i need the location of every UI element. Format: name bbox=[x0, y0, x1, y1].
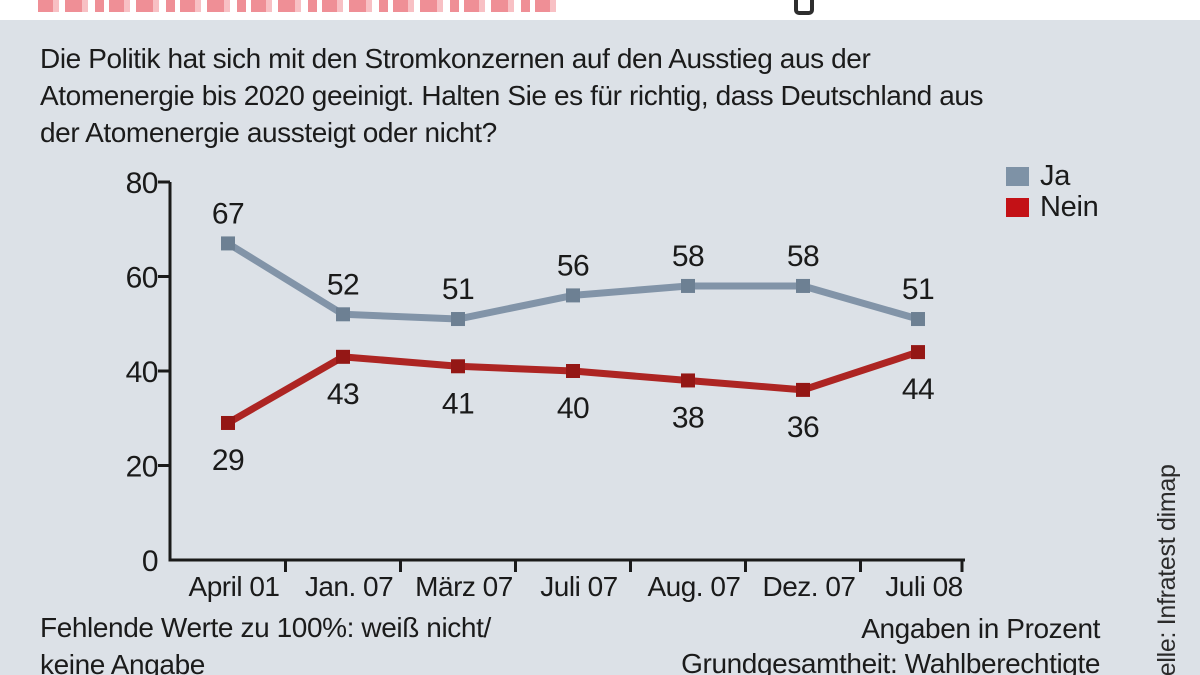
question-line-2: Atomenergie bis 2020 geeinigt. Halten Si… bbox=[40, 80, 984, 111]
x-axis-category-label: Dez. 07 bbox=[763, 571, 856, 602]
point-marker-nein bbox=[336, 349, 350, 364]
point-marker-nein bbox=[796, 382, 810, 397]
cutoff-headline-fragments bbox=[38, 0, 562, 12]
point-marker-ja bbox=[221, 236, 235, 251]
point-marker-nein bbox=[221, 415, 235, 430]
value-label-nein: 29 bbox=[212, 444, 244, 477]
point-marker-ja bbox=[566, 288, 580, 303]
footnote-right-line-2: Grundgesamtheit: Wahlberechtigte bbox=[681, 648, 1100, 675]
footnote-right-line-1: Angaben in Prozent bbox=[861, 613, 1100, 644]
x-axis-category-label: Juli 07 bbox=[540, 571, 617, 602]
value-label-nein: 41 bbox=[442, 387, 474, 420]
value-label-ja: 58 bbox=[787, 240, 819, 273]
question-line-3: der Atomenergie aussteigt oder nicht? bbox=[40, 117, 497, 148]
point-marker-nein bbox=[566, 364, 580, 378]
chart-legend: Ja Nein bbox=[1006, 160, 1099, 223]
value-label-ja: 52 bbox=[327, 268, 359, 301]
footnote-left-line-1: Fehlende Werte zu 100%: weiß nicht/ bbox=[40, 612, 491, 643]
legend-label-nein: Nein bbox=[1040, 191, 1099, 223]
value-label-nein: 36 bbox=[787, 411, 819, 444]
y-axis-tick-label: 60 bbox=[126, 262, 158, 295]
point-marker-ja bbox=[796, 278, 810, 293]
legend-swatch-ja bbox=[1006, 166, 1029, 186]
point-marker-ja bbox=[336, 307, 350, 322]
value-label-ja: 56 bbox=[557, 249, 589, 282]
legend-item-ja: Ja bbox=[1006, 160, 1098, 192]
point-marker-ja bbox=[681, 278, 695, 293]
value-label-nein: 43 bbox=[327, 378, 359, 411]
footnote-units: Angaben in Prozent Grundgesamtheit: Wahl… bbox=[600, 611, 1100, 675]
x-axis-category-label: Jan. 07 bbox=[305, 571, 393, 602]
footnote-left-line-2: keine Angabe bbox=[40, 649, 205, 675]
x-axis-category-label: März 07 bbox=[415, 571, 513, 602]
y-axis-tick-label: 40 bbox=[126, 356, 158, 389]
point-marker-nein bbox=[681, 373, 695, 388]
chart-panel bbox=[0, 20, 1200, 675]
point-marker-ja bbox=[911, 312, 925, 327]
value-label-ja: 58 bbox=[672, 240, 704, 273]
point-marker-nein bbox=[911, 345, 925, 360]
y-axis-tick-label: 0 bbox=[142, 545, 158, 578]
top-strip bbox=[0, 0, 1200, 20]
value-label-ja: 67 bbox=[212, 197, 244, 230]
value-label-nein: 44 bbox=[902, 373, 934, 406]
y-axis-tick-label: 80 bbox=[126, 167, 158, 200]
survey-question: Die Politik hat sich mit den Stromkonzer… bbox=[40, 40, 984, 151]
question-line-1: Die Politik hat sich mit den Stromkonzer… bbox=[40, 43, 871, 74]
legend-item-nein: Nein bbox=[1006, 191, 1099, 223]
x-axis-category-label: Juli 08 bbox=[885, 571, 962, 602]
legend-swatch-nein bbox=[1006, 197, 1029, 217]
y-axis-tick-label: 20 bbox=[126, 451, 158, 484]
x-axis-category-label: April 01 bbox=[189, 571, 280, 602]
value-label-ja: 51 bbox=[902, 273, 934, 306]
x-axis-category-label: Aug. 07 bbox=[647, 571, 740, 602]
footnote-missing-values: Fehlende Werte zu 100%: weiß nicht/ kein… bbox=[40, 609, 491, 675]
point-marker-ja bbox=[451, 312, 465, 327]
legend-label-ja: Ja bbox=[1040, 160, 1071, 192]
value-label-nein: 40 bbox=[557, 392, 589, 425]
cutoff-glyph bbox=[794, 0, 814, 15]
value-label-ja: 51 bbox=[442, 273, 474, 306]
source-credit: Quelle: Infratest dimap bbox=[1153, 464, 1181, 675]
point-marker-nein bbox=[451, 359, 465, 374]
value-label-nein: 38 bbox=[672, 401, 704, 434]
